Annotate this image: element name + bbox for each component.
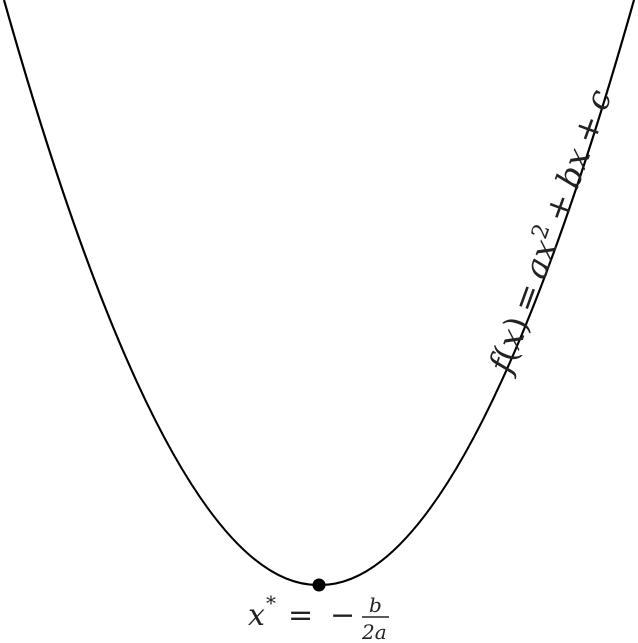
vertex-star: * bbox=[266, 591, 276, 615]
vertex-fraction-numerator: b bbox=[369, 593, 382, 617]
label-plus-2: + bbox=[564, 109, 610, 148]
svg-text:f(x)=ax2+bx+c: f(x)=ax2+bx+c bbox=[479, 84, 620, 381]
vertex-x: x bbox=[248, 598, 265, 633]
label-c: c bbox=[577, 84, 620, 115]
vertex-equals: = bbox=[288, 598, 313, 633]
vertex-point bbox=[312, 578, 326, 592]
vertex-fraction-denominator: 2a bbox=[361, 620, 387, 643]
curve-equation-label: f(x)=ax2+bx+c bbox=[479, 84, 620, 381]
vertex-label: x * = − b 2a bbox=[248, 591, 389, 643]
vertex-minus: − bbox=[330, 598, 355, 633]
